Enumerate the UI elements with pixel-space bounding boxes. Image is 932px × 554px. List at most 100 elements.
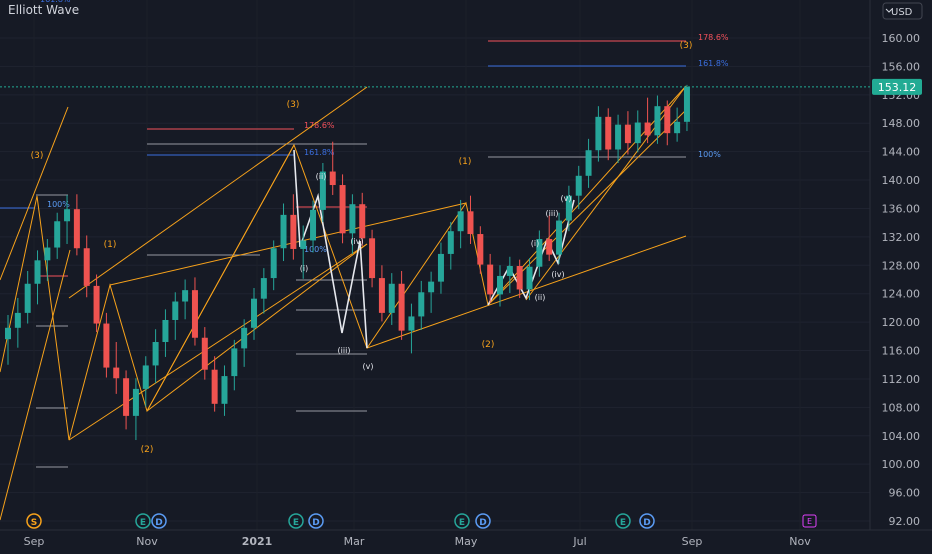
candle-body[interactable]: [575, 175, 582, 196]
event-marker[interactable]: E: [615, 513, 631, 529]
candle-body[interactable]: [290, 214, 297, 249]
event-marker[interactable]: D: [151, 513, 167, 529]
last-price-tag[interactable]: [872, 78, 922, 95]
candle-body[interactable]: [44, 247, 51, 261]
candle-body[interactable]: [152, 342, 159, 366]
candle-body[interactable]: [378, 278, 385, 313]
candle-body[interactable]: [319, 171, 326, 210]
candle-body[interactable]: [556, 220, 563, 255]
currency-label[interactable]: USD: [891, 7, 913, 18]
event-marker-circle[interactable]: [151, 513, 167, 529]
candle-body[interactable]: [24, 283, 31, 313]
candle-body[interactable]: [624, 124, 631, 144]
candle-body[interactable]: [270, 248, 277, 279]
currency-selector[interactable]: USD: [882, 2, 923, 20]
candle-body[interactable]: [329, 171, 336, 186]
candle-body[interactable]: [418, 292, 425, 317]
candle-body[interactable]: [516, 266, 523, 290]
candle-body[interactable]: [497, 275, 503, 295]
candle-body[interactable]: [73, 209, 80, 249]
currency-selector-box[interactable]: [882, 2, 923, 20]
candle-body[interactable]: [526, 266, 533, 290]
candle-body[interactable]: [565, 195, 572, 221]
candle-body[interactable]: [310, 209, 317, 241]
event-marker[interactable]: D: [475, 513, 491, 529]
event-marker[interactable]: E: [288, 513, 304, 529]
candle-body[interactable]: [34, 260, 41, 284]
event-marker[interactable]: D: [308, 513, 324, 529]
candle-body[interactable]: [487, 264, 494, 295]
event-marker-circle[interactable]: [454, 513, 470, 529]
candle-body[interactable]: [182, 290, 189, 302]
candle-body[interactable]: [54, 221, 61, 248]
candlesticks[interactable]: [5, 84, 690, 441]
candle-body[interactable]: [477, 234, 484, 265]
candle-body[interactable]: [103, 323, 110, 368]
candle-body[interactable]: [191, 290, 198, 338]
candle-body[interactable]: [506, 266, 513, 276]
candle-body[interactable]: [260, 278, 267, 299]
event-marker[interactable]: E: [454, 513, 470, 529]
candle-body[interactable]: [132, 388, 139, 416]
candle-body[interactable]: [369, 238, 376, 279]
candle-body[interactable]: [664, 106, 671, 134]
candle-body[interactable]: [349, 204, 356, 234]
candle-body[interactable]: [113, 367, 120, 379]
candle-body[interactable]: [5, 327, 11, 340]
candle-body[interactable]: [241, 327, 248, 349]
candle-body[interactable]: [251, 298, 257, 328]
candle-body[interactable]: [457, 211, 464, 232]
candle-body[interactable]: [83, 248, 90, 286]
price-axis[interactable]: 92.00 96.00 100.00 104.00 108.00 112.00 116.00…: [0, 0, 922, 530]
candle-body[interactable]: [644, 122, 651, 136]
candle-body[interactable]: [585, 150, 592, 176]
candle-body[interactable]: [595, 116, 602, 151]
candle-body[interactable]: [605, 116, 612, 150]
candle-body[interactable]: [359, 204, 366, 239]
candle-body[interactable]: [162, 319, 169, 343]
candle-body[interactable]: [634, 122, 641, 144]
event-marker-circle[interactable]: [475, 513, 491, 529]
candle-body[interactable]: [467, 211, 474, 235]
candle-body[interactable]: [437, 253, 444, 282]
candle-body[interactable]: [201, 337, 208, 370]
candle-body[interactable]: [14, 312, 21, 328]
event-marker-circle[interactable]: [26, 513, 42, 529]
candle-body[interactable]: [674, 121, 681, 134]
candle-body[interactable]: [339, 185, 346, 234]
event-marker[interactable]: D: [639, 513, 655, 529]
candle-body[interactable]: [93, 285, 100, 324]
candle-body[interactable]: [428, 281, 435, 293]
event-marker[interactable]: E: [135, 513, 151, 529]
event-marker-circle[interactable]: [135, 513, 151, 529]
candle-body[interactable]: [615, 124, 622, 150]
candle-body[interactable]: [64, 209, 71, 222]
candle-body[interactable]: [683, 87, 690, 122]
candle-body[interactable]: [654, 106, 661, 136]
event-marker-circle[interactable]: [639, 513, 655, 529]
event-marker-circle[interactable]: [615, 513, 631, 529]
event-marker-future[interactable]: E: [802, 514, 817, 528]
candle-body[interactable]: [447, 231, 454, 254]
candle-body[interactable]: [536, 239, 543, 267]
event-marker-circle[interactable]: [288, 513, 304, 529]
candle-body[interactable]: [408, 316, 415, 331]
candle-body[interactable]: [231, 348, 238, 377]
event-marker-circle[interactable]: [308, 513, 324, 529]
future-event-box[interactable]: [802, 514, 817, 528]
candle-body[interactable]: [123, 378, 130, 416]
candle-body[interactable]: [211, 369, 218, 404]
candle-body[interactable]: [221, 376, 228, 404]
candle-body[interactable]: [280, 214, 287, 249]
candle-body[interactable]: [546, 239, 553, 255]
candle-body[interactable]: [398, 283, 405, 331]
time-axis[interactable]: Sep Nov 2021 Mar May Jul Sep Nov: [0, 529, 932, 548]
candle-body[interactable]: [172, 301, 179, 320]
event-marker[interactable]: S: [26, 513, 42, 529]
candle-body[interactable]: [388, 283, 395, 313]
candle-body[interactable]: [142, 365, 149, 389]
candle-body[interactable]: [300, 240, 307, 249]
